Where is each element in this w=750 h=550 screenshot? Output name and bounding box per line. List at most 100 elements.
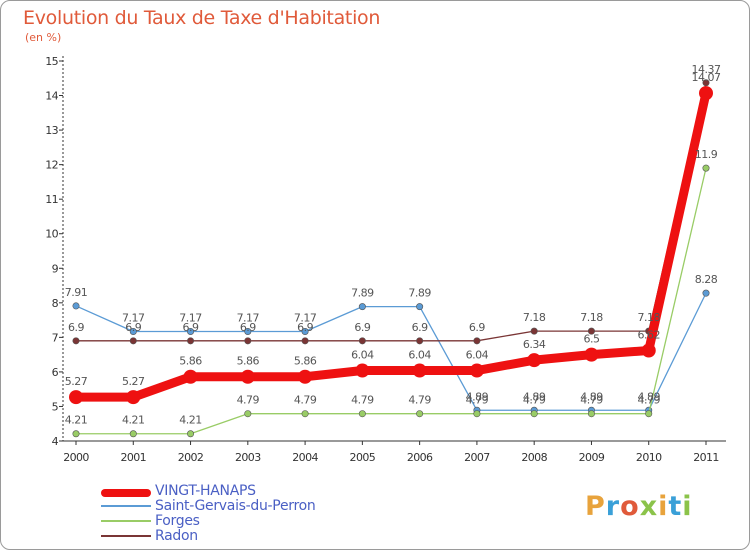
data-label-forges: 4.21	[65, 414, 88, 427]
data-label-radon: 6.9	[125, 321, 141, 334]
data-label-saint-gervais-du-perron: 7.17	[122, 311, 145, 324]
data-label-radon: 14.37	[692, 63, 721, 76]
data-label-vingt-hanaps: 6.62	[637, 328, 660, 341]
data-label-vingt-hanaps: 5.86	[237, 355, 260, 368]
data-label-saint-gervais-du-perron: 4.89	[523, 390, 546, 403]
data-point-forges	[702, 164, 710, 172]
data-point-vingt-hanaps	[412, 363, 427, 378]
x-tick-label: 2000	[63, 451, 89, 464]
data-point-radon	[187, 337, 195, 345]
data-point-vingt-hanaps	[355, 363, 370, 378]
series-line-vingt-hanaps	[71, 88, 711, 402]
data-point-radon	[72, 337, 80, 345]
logo-letter: P	[585, 491, 606, 522]
legend-swatch-radon	[101, 535, 151, 537]
data-label-radon: 6.9	[68, 321, 84, 334]
data-label-forges: 4.21	[179, 414, 202, 427]
data-label-radon: 6.9	[412, 321, 428, 334]
chart-unit-label: (en %)	[25, 31, 62, 44]
legend-label-vingt-hanaps: VINGT-HANAPS	[155, 483, 256, 499]
data-label-radon: 6.9	[469, 321, 485, 334]
legend-swatch-forges	[101, 520, 151, 522]
data-label-saint-gervais-du-perron: 4.89	[580, 390, 603, 403]
data-point-forges	[244, 410, 252, 418]
data-point-radon	[301, 337, 309, 345]
data-label-forges: 4.79	[237, 394, 260, 407]
data-point-forges	[301, 410, 309, 418]
x-tick-label: 2003	[235, 451, 261, 464]
x-tick-label: 2001	[120, 451, 146, 464]
data-label-saint-gervais-du-perron: 7.17	[237, 311, 260, 324]
x-tick-label: 2002	[178, 451, 204, 464]
y-tick-label: 12	[45, 159, 58, 172]
data-point-vingt-hanaps	[183, 369, 198, 384]
data-point-vingt-hanaps	[240, 369, 255, 384]
data-point-forges	[187, 430, 195, 438]
x-tick-label: 2004	[292, 451, 318, 464]
data-point-radon	[244, 337, 252, 345]
logo-letter: i	[658, 491, 669, 522]
data-label-vingt-hanaps: 6.04	[466, 349, 489, 362]
data-point-saint-gervais-du-perron	[244, 327, 252, 335]
data-label-vingt-hanaps: 14.07	[692, 71, 721, 84]
data-label-vingt-hanaps: 5.27	[122, 375, 145, 388]
data-label-saint-gervais-du-perron: 7.89	[408, 287, 431, 300]
data-point-radon	[702, 79, 710, 87]
chart-axes: 4 5 6 7 8 9 10 11 12 13 14 15 2000 2001 2002 2003 2004 20…	[45, 55, 726, 464]
data-point-forges	[473, 410, 481, 418]
data-point-radon	[587, 327, 595, 335]
data-point-radon	[416, 337, 424, 345]
data-label-forges: 4.79	[466, 394, 489, 407]
data-label-vingt-hanaps: 6.04	[351, 349, 374, 362]
y-tick-label: 10	[45, 228, 58, 241]
data-label-radon: 7.18	[637, 311, 660, 324]
data-point-forges	[72, 430, 80, 438]
data-label-radon: 6.9	[240, 321, 256, 334]
logo-letter: t	[668, 491, 683, 522]
data-label-radon: 7.18	[523, 311, 546, 324]
data-label-vingt-hanaps: 6.04	[408, 349, 431, 362]
x-tick-label: 2009	[579, 451, 605, 464]
y-tick-label: 11	[45, 193, 58, 206]
x-tick-label: 2007	[464, 451, 490, 464]
data-point-saint-gervais-du-perron	[301, 327, 309, 335]
data-label-forges: 4.79	[523, 394, 546, 407]
data-point-forges	[645, 410, 653, 418]
data-point-vingt-hanaps	[469, 363, 484, 378]
data-label-saint-gervais-du-perron: 4.89	[637, 390, 660, 403]
data-point-radon	[530, 327, 538, 335]
data-label-radon: 7.18	[580, 311, 603, 324]
data-point-radon	[358, 337, 366, 345]
x-tick-label: 2008	[521, 451, 547, 464]
data-label-forges: 4.21	[122, 414, 145, 427]
data-point-forges	[129, 430, 137, 438]
data-point-vingt-hanaps	[298, 369, 313, 384]
data-point-saint-gervais-du-perron	[187, 327, 195, 335]
x-tick-label: 2005	[350, 451, 376, 464]
data-point-saint-gervais-du-perron	[702, 289, 710, 297]
data-label-vingt-hanaps: 5.27	[65, 375, 88, 388]
data-label-forges: 4.79	[637, 394, 660, 407]
chart-data-labels: 7.91 7.17 7.17 7.17 7.17 7.89 7.89 4.89 4.89 4.89…	[65, 63, 722, 427]
y-tick-label: 6	[52, 366, 59, 379]
data-label-forges: 4.79	[580, 394, 603, 407]
data-point-forges	[587, 410, 595, 418]
data-point-radon	[129, 337, 137, 345]
y-tick-label: 5	[52, 400, 59, 413]
data-label-radon: 6.9	[183, 321, 199, 334]
data-label-radon: 6.9	[297, 321, 313, 334]
logo-letter: o	[620, 491, 640, 522]
y-tick-label: 15	[45, 55, 58, 68]
legend-swatch-vingt-hanaps	[101, 489, 151, 497]
data-point-vingt-hanaps	[126, 390, 141, 405]
legend-swatch-saint-gervais	[101, 505, 151, 507]
series-line-forges	[75, 167, 707, 435]
legend-label-saint-gervais: Saint-Gervais-du-Perron	[155, 498, 316, 514]
series-line-radon	[75, 82, 707, 342]
y-tick-label: 8	[52, 297, 59, 310]
data-point-vingt-hanaps	[641, 343, 656, 358]
data-label-vingt-hanaps: 5.86	[179, 355, 202, 368]
logo-letter: x	[639, 491, 659, 522]
